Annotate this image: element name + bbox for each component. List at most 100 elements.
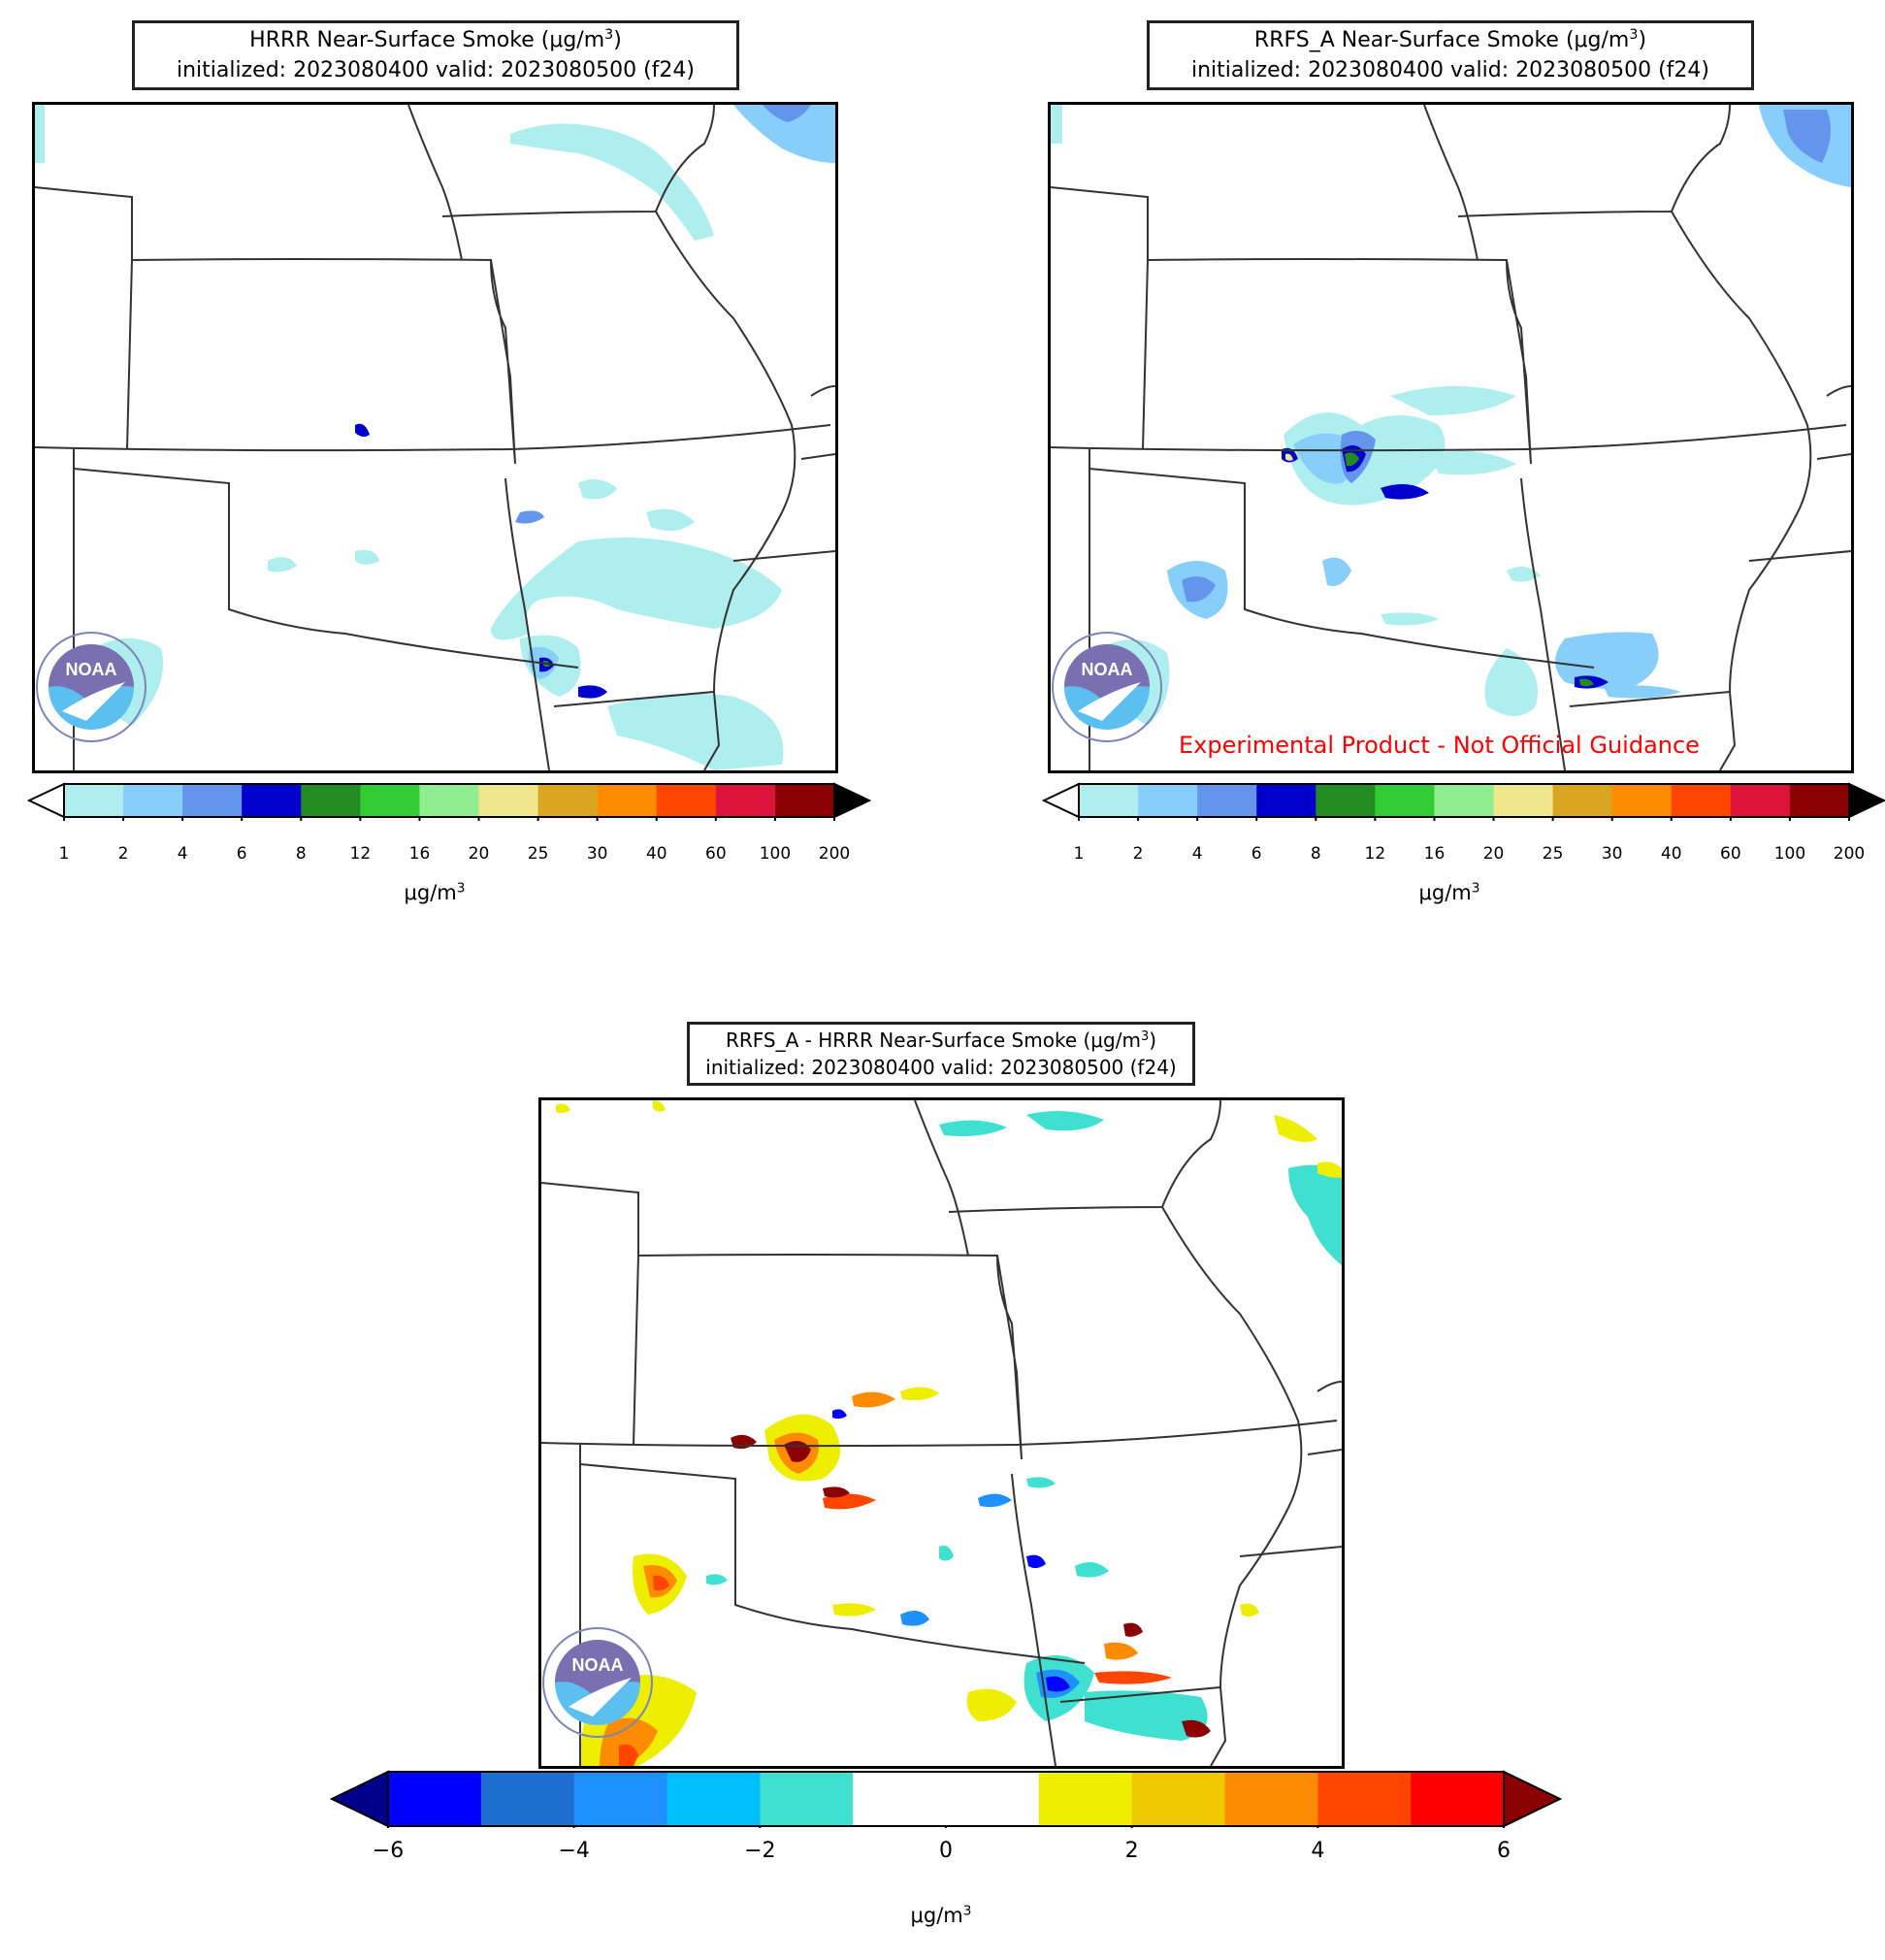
colorbar-segment [573, 1772, 667, 1826]
diff-patch [1026, 1477, 1056, 1488]
colorbar-tick-label: 8 [295, 844, 307, 864]
colorbar-segment [1434, 784, 1495, 817]
border-line [126, 259, 133, 450]
colorbar-tick-label: 4 [1191, 844, 1203, 864]
colorbar-segment [1224, 1772, 1318, 1826]
colorbar-segment [1316, 784, 1376, 817]
colorbar-segment [1317, 1772, 1412, 1826]
border-line [553, 690, 721, 770]
border-line [732, 550, 835, 562]
colorbar-segment [301, 784, 361, 817]
smoke-plume [1390, 386, 1516, 415]
smoke-plume [35, 105, 45, 163]
colorbar-segment [1197, 784, 1257, 817]
rrfs-title-line1: RRFS_A Near-Surface Smoke (μg/m3) [1253, 27, 1647, 52]
colorbar-tick-label: 2 [117, 844, 129, 864]
colorbar-segment [760, 1772, 854, 1826]
border-line [441, 105, 715, 217]
diff-patch [1274, 1115, 1317, 1143]
colorbar-tick-label: 40 [1660, 844, 1682, 864]
noaa-logo-bird [1078, 682, 1141, 721]
diff-patch [832, 1409, 847, 1420]
colorbar-segment [1038, 1772, 1133, 1826]
smoke-plume [1783, 110, 1831, 163]
noaa-logo-ring [36, 632, 146, 742]
diff-patch [1026, 1554, 1046, 1569]
hrrr-colorbar-unit: μg/m3 [404, 880, 466, 904]
diff-title-line2: initialized: 2023080400 valid: 202308050… [705, 1056, 1177, 1079]
smoke-plume [1322, 557, 1351, 586]
colorbar-segment [1131, 1772, 1225, 1826]
hrrr-map-svg: NOAA [35, 105, 835, 770]
colorbar-segment [1138, 784, 1198, 817]
colorbar-under-arrow [330, 1770, 389, 1828]
hrrr-state-borders [35, 105, 835, 770]
colorbar-tick-label: 6 [236, 844, 247, 864]
colorbar-tick-label: 200 [818, 844, 851, 864]
colorbar-tick-label: 12 [1364, 844, 1386, 864]
colorbar-tick-label: 6 [1251, 844, 1262, 864]
border-line [407, 105, 463, 261]
colorbar-tick-label: 16 [1423, 844, 1446, 864]
smoke-plume [510, 123, 714, 241]
diff-patch [900, 1611, 929, 1626]
border-line [1307, 1449, 1342, 1455]
smoke-plume [646, 508, 695, 531]
diff-patch [823, 1493, 876, 1510]
hrrr-title: HRRR Near-Surface Smoke (μg/m3) initiali… [132, 20, 739, 90]
border-line [35, 424, 831, 452]
noaa-logo-top [555, 1640, 640, 1700]
smoke-plume [515, 510, 544, 524]
diff-patch [1240, 1603, 1259, 1617]
smoke-plume [491, 538, 782, 640]
colorbar-tick-label: 60 [1720, 844, 1741, 864]
border-line [73, 468, 579, 669]
colorbar-over-arrow [1503, 1770, 1562, 1828]
colorbar-tick-label: 200 [1833, 844, 1866, 864]
diff-patch [600, 1717, 658, 1766]
border-line [541, 1420, 1338, 1448]
diff-patch [1182, 1719, 1211, 1738]
noaa-logo-ring [542, 1627, 653, 1738]
colorbar-segment [1375, 784, 1435, 817]
colorbar-tick-label: 8 [1310, 844, 1321, 864]
smoke-plume [1345, 452, 1359, 467]
colorbar-segment [853, 1772, 947, 1826]
diff-patch [1317, 1161, 1342, 1178]
noaa-logo-top [49, 644, 134, 704]
colorbar-tick-label: 1 [1073, 844, 1085, 864]
border-line [655, 211, 796, 693]
colorbar-tick-label: 60 [705, 844, 727, 864]
smoke-plume [733, 105, 835, 163]
colorbar-segment [537, 784, 599, 817]
colorbar-segment [123, 784, 183, 817]
colorbar-segment [1411, 1772, 1505, 1826]
colorbar-segment [1611, 784, 1673, 817]
border-line [1816, 453, 1851, 460]
noaa-logo-text: NOAA [572, 1655, 624, 1675]
smoke-plume [1484, 648, 1538, 716]
colorbar-segment [774, 784, 835, 817]
diff-patch [900, 1387, 939, 1401]
colorbar-over-arrow [1848, 782, 1885, 819]
smoke-plume [578, 685, 607, 699]
rrfs-smoke-field [1051, 105, 1851, 726]
diff-patch [1288, 1164, 1342, 1265]
smoke-plume [1285, 453, 1293, 461]
colorbar-segment [64, 784, 124, 817]
border-line [1748, 550, 1851, 562]
smoke-plume [355, 423, 370, 438]
border-line [1316, 1381, 1342, 1392]
diff-title: RRFS_A - HRRR Near-Surface Smoke (μg/m3)… [687, 1022, 1195, 1086]
colorbar-tick-label: 4 [177, 844, 188, 864]
border-line [1569, 690, 1737, 770]
rrfs-map-svg: NOAA [1051, 105, 1851, 770]
border-line [1059, 1685, 1227, 1766]
diff-patch [939, 1120, 1007, 1136]
noaa-logo-text: NOAA [66, 660, 117, 679]
colorbar-segment [182, 784, 243, 817]
colorbar-segment [666, 1772, 761, 1826]
smoke-plume [1381, 612, 1439, 626]
colorbar-tick-label: 30 [586, 844, 608, 864]
colorbar-tick-label: 4 [1311, 1839, 1325, 1863]
